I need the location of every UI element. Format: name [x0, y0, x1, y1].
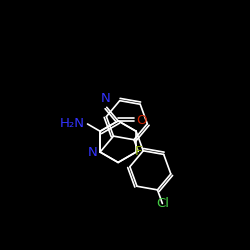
- Text: N: N: [87, 146, 97, 158]
- Text: F: F: [134, 145, 142, 158]
- Text: N: N: [100, 92, 110, 105]
- Text: H₂N: H₂N: [60, 118, 85, 130]
- Text: Cl: Cl: [156, 197, 169, 210]
- Text: O: O: [136, 114, 146, 127]
